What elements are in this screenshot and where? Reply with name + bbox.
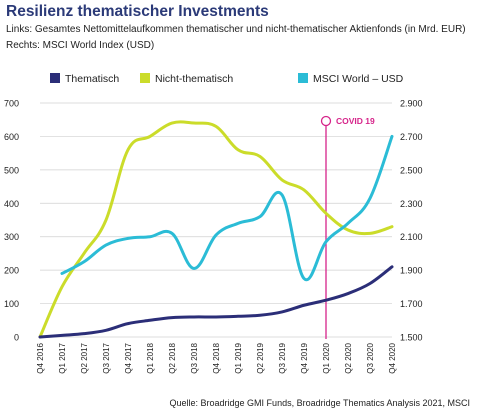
y-right-tick-label: 2.500 xyxy=(400,165,423,175)
x-tick-label: Q4 2020 xyxy=(388,342,397,373)
legend-label-thematisch: Thematisch xyxy=(65,73,119,85)
x-tick-label: Q3 2019 xyxy=(278,342,287,373)
covid-label: COVID 19 xyxy=(336,116,375,126)
x-tick-label: Q3 2020 xyxy=(366,342,375,373)
y-left-tick-label: 300 xyxy=(4,232,19,242)
subtitle-left-axis: Links: Gesamtes Nettomittelaufkommen the… xyxy=(6,24,466,35)
y-left-tick-label: 700 xyxy=(4,99,19,109)
legend-label-msci-world-usd: MSCI World – USD xyxy=(313,73,404,85)
covid-marker-circle xyxy=(320,115,332,127)
legend-swatch-nicht-thematisch xyxy=(140,73,150,83)
x-tick-label: Q4 2019 xyxy=(300,342,309,373)
x-tick-label: Q2 2018 xyxy=(168,342,177,373)
y-right-tick-label: 1.700 xyxy=(400,299,423,309)
y-right-tick-label: 1.500 xyxy=(400,333,423,343)
subtitle-right-axis: Rechts: MSCI World Index (USD) xyxy=(6,40,155,51)
x-tick-label: Q2 2019 xyxy=(256,342,265,373)
legend-swatch-thematisch xyxy=(50,73,60,83)
x-tick-label: Q3 2017 xyxy=(102,342,111,373)
y-left-tick-label: 500 xyxy=(4,165,19,175)
x-tick-label: Q2 2020 xyxy=(344,342,353,373)
y-right-tick-label: 2.300 xyxy=(400,199,423,209)
y-right-tick-label: 2.100 xyxy=(400,232,423,242)
source-note: Quelle: Broadridge GMI Funds, Broadridge… xyxy=(169,398,470,408)
x-tick-label: Q1 2019 xyxy=(234,342,243,373)
y-left-tick-label: 100 xyxy=(4,299,19,309)
x-tick-label: Q3 2018 xyxy=(190,342,199,373)
x-tick-label: Q2 2017 xyxy=(80,342,89,373)
y-right-tick-label: 2.900 xyxy=(400,99,423,109)
series-line-thematisch xyxy=(38,265,394,339)
x-tick-label: Q1 2020 xyxy=(322,342,331,373)
y-right-tick-label: 2.700 xyxy=(400,132,423,142)
x-tick-label: Q1 2018 xyxy=(146,342,155,373)
x-tick-label: Q4 2016 xyxy=(36,342,45,373)
series-line-nicht-thematisch xyxy=(38,120,394,339)
chart-title: Resilienz thematischer Investments xyxy=(6,3,269,20)
y-left-tick-label: 0 xyxy=(14,333,19,343)
y-left-tick-label: 200 xyxy=(4,266,19,276)
x-tick-label: Q4 2017 xyxy=(124,342,133,373)
y-right-tick-label: 1.900 xyxy=(400,266,423,276)
legend-swatch-msci-world-usd xyxy=(298,73,308,83)
series-line-msci-world-usd xyxy=(60,134,394,282)
x-tick-label: Q1 2017 xyxy=(58,342,67,373)
legend-label-nicht-thematisch: Nicht-thematisch xyxy=(155,73,233,85)
x-tick-label: Q4 2018 xyxy=(212,342,221,373)
y-left-tick-label: 600 xyxy=(4,132,19,142)
y-left-tick-label: 400 xyxy=(4,199,19,209)
